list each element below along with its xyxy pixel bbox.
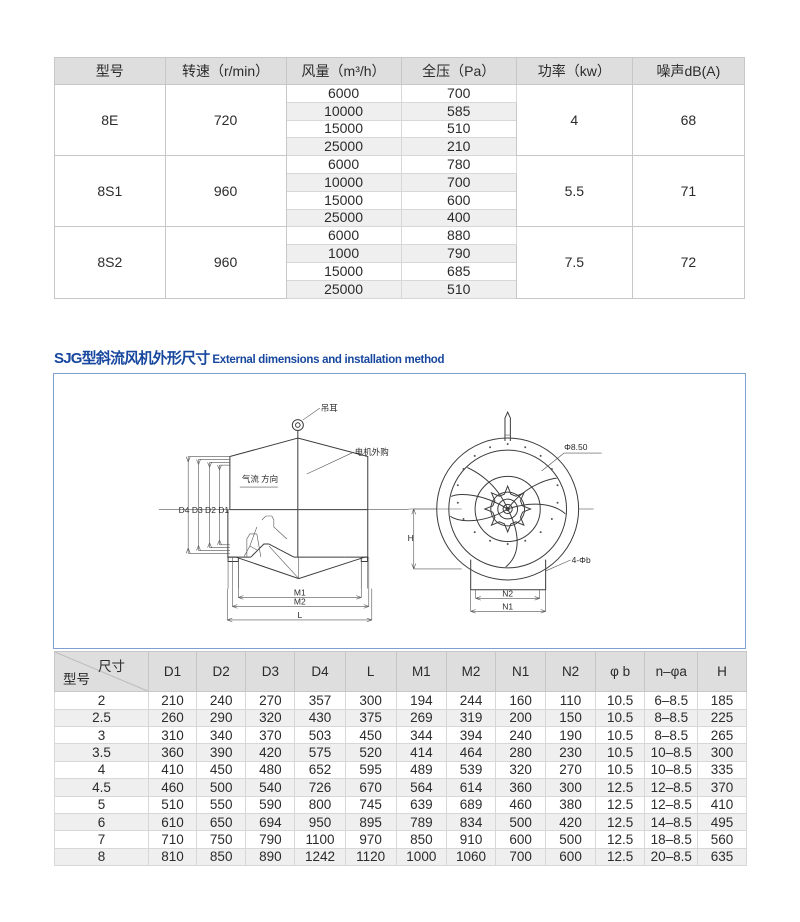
svg-text:M2: M2 bbox=[293, 596, 305, 606]
svg-text:气流 方向: 气流 方向 bbox=[241, 474, 277, 484]
svg-text:H: H bbox=[407, 533, 413, 543]
svg-text:L: L bbox=[297, 610, 302, 620]
svg-text:Φ8.50: Φ8.50 bbox=[564, 442, 588, 452]
svg-text:N1: N1 bbox=[502, 601, 513, 611]
svg-text:N2: N2 bbox=[502, 588, 513, 598]
svg-text:D4 D3 D2 D1: D4 D3 D2 D1 bbox=[178, 505, 229, 515]
svg-text:电机外购: 电机外购 bbox=[354, 447, 388, 457]
svg-text:吊耳: 吊耳 bbox=[320, 403, 337, 413]
svg-text:4-Φb: 4-Φb bbox=[571, 555, 590, 565]
